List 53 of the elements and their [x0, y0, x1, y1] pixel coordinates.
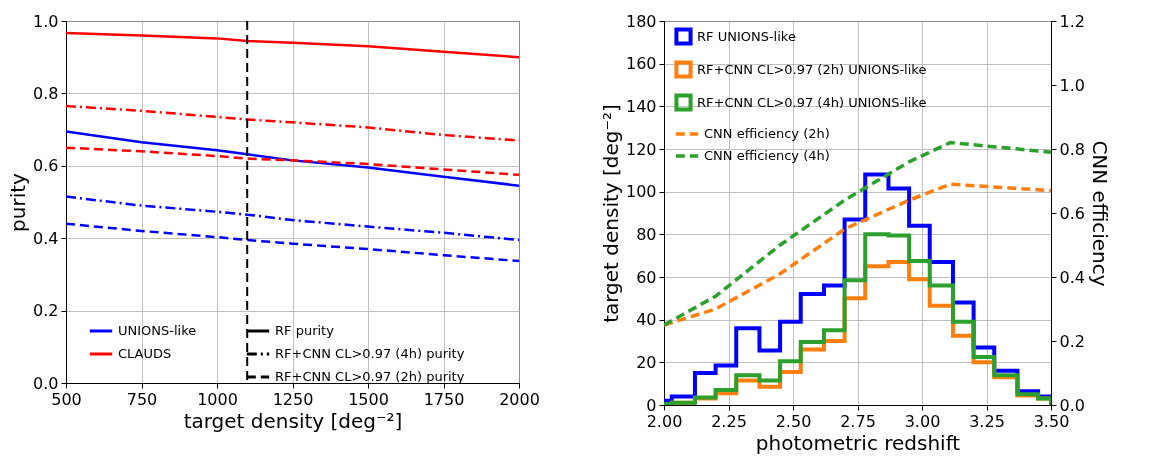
- x-tick-label: 3.25: [969, 411, 1005, 431]
- y-tick-label: 180: [625, 11, 657, 31]
- x-tick-label: 1500: [348, 389, 389, 409]
- y-tick-label: 140: [625, 96, 657, 116]
- y-tick-label: 100: [625, 182, 657, 202]
- line-series: [66, 31, 519, 59]
- line-series: [664, 182, 1051, 327]
- x-tick-label: 1750: [423, 389, 465, 409]
- x-tick-label: 3.00: [904, 411, 941, 431]
- y-tick-label: 20: [636, 352, 657, 372]
- y2-tick-label: 0.2: [1059, 331, 1085, 351]
- legend-label: RF+CNN CL>0.97 (2h) purity: [275, 369, 465, 384]
- y-tick-label: 40: [636, 310, 657, 330]
- y-tick-label: 160: [625, 54, 657, 74]
- x-tick-label: 750: [126, 389, 158, 409]
- x-tick-label: 2000: [499, 389, 540, 409]
- legend-label: UNIONS-like: [118, 323, 197, 338]
- y2-axis-title: CNN efficiency: [1087, 140, 1112, 287]
- legend-label: RF+CNN CL>0.97 (4h) purity: [275, 346, 465, 361]
- line-series: [664, 140, 1051, 327]
- legend-label: RF UNIONS-like: [697, 28, 796, 44]
- y-tick-label: 120: [625, 139, 657, 159]
- line-series: [66, 130, 519, 187]
- y-tick-label: 80: [636, 224, 657, 244]
- legend-label: CNN efficiency (2h): [704, 126, 830, 141]
- x-tick-label: 1000: [197, 389, 238, 409]
- y2-tick-label: 0.6: [1059, 203, 1085, 223]
- y2-tick-label: 1.2: [1059, 11, 1085, 31]
- y-axis-title: purity: [6, 172, 31, 232]
- y-tick-label: 0.8: [33, 83, 59, 103]
- y-tick-label: 0.6: [33, 156, 59, 176]
- y2-tick-label: 0.4: [1059, 267, 1085, 287]
- x-axis-title: target density [deg⁻²]: [183, 408, 403, 433]
- y2-tick-label: 0.8: [1059, 139, 1085, 159]
- x-tick-label: 2.25: [711, 411, 747, 431]
- x-tick-label: 1250: [272, 389, 314, 409]
- line-series: [66, 195, 519, 242]
- x-axis-title: photometric redshift: [755, 430, 961, 455]
- y-axis-title: target density [deg⁻²]: [598, 104, 623, 323]
- y-tick-label: 1.0: [33, 11, 59, 31]
- y-tick-label: 0.4: [33, 228, 59, 248]
- legend-label: RF purity: [275, 323, 335, 338]
- legend-label: CNN efficiency (4h): [704, 148, 830, 163]
- x-tick-label: 2.75: [840, 411, 876, 431]
- legend-label: RF+CNN CL>0.97 (4h) UNIONS-like: [697, 94, 927, 110]
- y-tick-label: 0.2: [33, 301, 59, 321]
- y2-tick-label: 1.0: [1059, 75, 1085, 95]
- legend-label: RF+CNN CL>0.97 (2h) UNIONS-like: [697, 61, 927, 77]
- line-series: [66, 222, 519, 263]
- legend-label: CLAUDS: [118, 346, 172, 361]
- line-series: [66, 146, 519, 177]
- y-tick-label: 60: [636, 267, 657, 287]
- x-tick-label: 2.50: [775, 411, 812, 431]
